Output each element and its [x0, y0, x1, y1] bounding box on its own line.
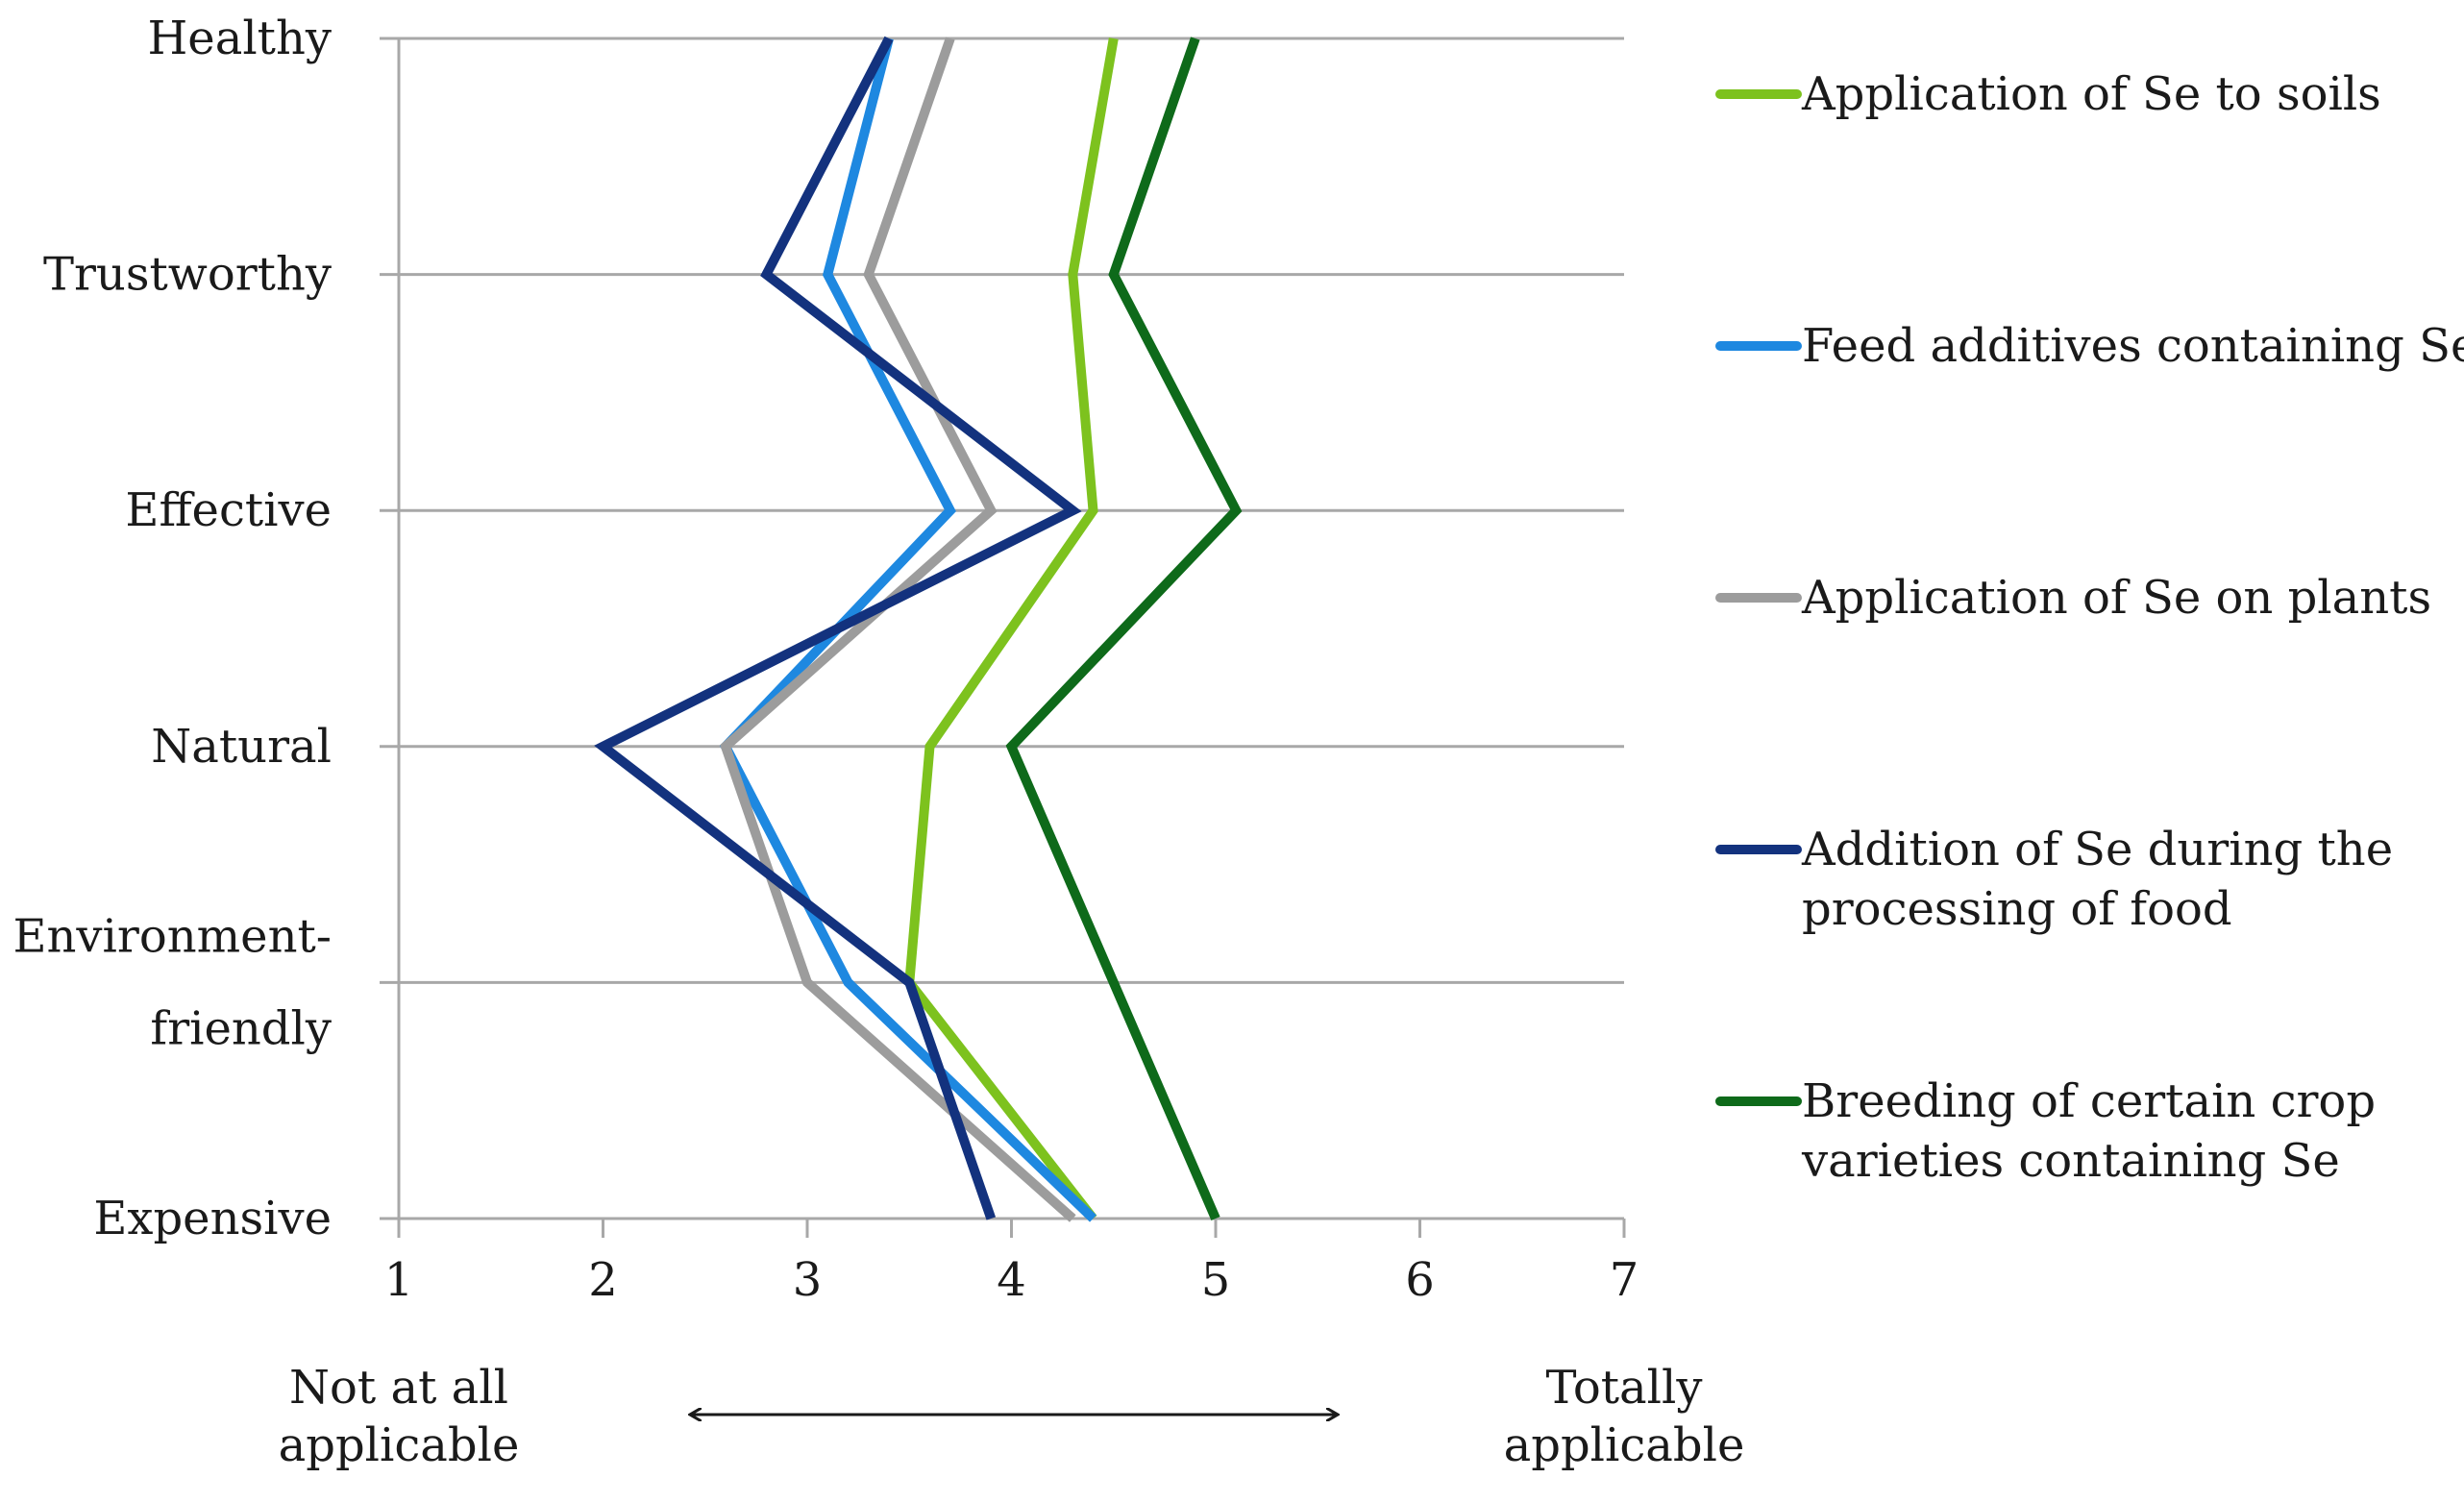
axes — [397, 38, 1626, 1238]
series-line-1 — [719, 37, 1096, 1222]
x-tick-labels: 1 2 3 4 5 6 7 — [384, 1253, 1639, 1307]
legend-label: Application of Se to soils — [1801, 67, 2381, 121]
x-tick-label: 2 — [588, 1253, 618, 1307]
x-tick-label: 6 — [1405, 1253, 1435, 1307]
scale-right-label: Totally — [1546, 1361, 1703, 1415]
series-line-0 — [904, 37, 1119, 1222]
category-label: Expensive — [93, 1192, 332, 1245]
legend-label: Feed additives containing Se — [1802, 319, 2464, 373]
x-tick-label: 1 — [384, 1253, 414, 1307]
category-label: Natural — [151, 720, 332, 774]
series-line-2 — [720, 37, 1076, 1222]
scale-left-label: applicable — [279, 1418, 520, 1472]
category-label: Healthy — [147, 12, 332, 65]
category-label: Effective — [125, 483, 332, 537]
series-line-3 — [594, 36, 1082, 1220]
legend-label: Breeding of certain crop — [1802, 1074, 2376, 1128]
legend-label: varieties containing Se — [1801, 1134, 2340, 1188]
x-tick-label: 5 — [1201, 1253, 1231, 1307]
series-lines — [594, 36, 1243, 1222]
scale-right-label: applicable — [1504, 1418, 1745, 1472]
category-label: Environment- — [12, 909, 332, 963]
legend: Application of Se to soils Feed additives… — [1715, 67, 2464, 1188]
series-line-4 — [1005, 37, 1243, 1220]
x-tick-label: 7 — [1610, 1253, 1639, 1307]
x-tick-label: 4 — [997, 1253, 1026, 1307]
scale-left-label: Not at all — [289, 1361, 508, 1415]
category-label: friendly — [150, 1001, 332, 1055]
x-tick-label: 3 — [793, 1253, 823, 1307]
legend-label: Application of Se on plants — [1801, 571, 2431, 625]
gridlines — [380, 37, 1624, 1220]
legend-label: processing of food — [1802, 882, 2232, 936]
category-labels: Healthy Trustworthy Effective Natural Enviro… — [12, 12, 332, 1245]
legend-label: Addition of Se during the — [1801, 823, 2393, 876]
category-label: Trustworthy — [43, 248, 332, 302]
